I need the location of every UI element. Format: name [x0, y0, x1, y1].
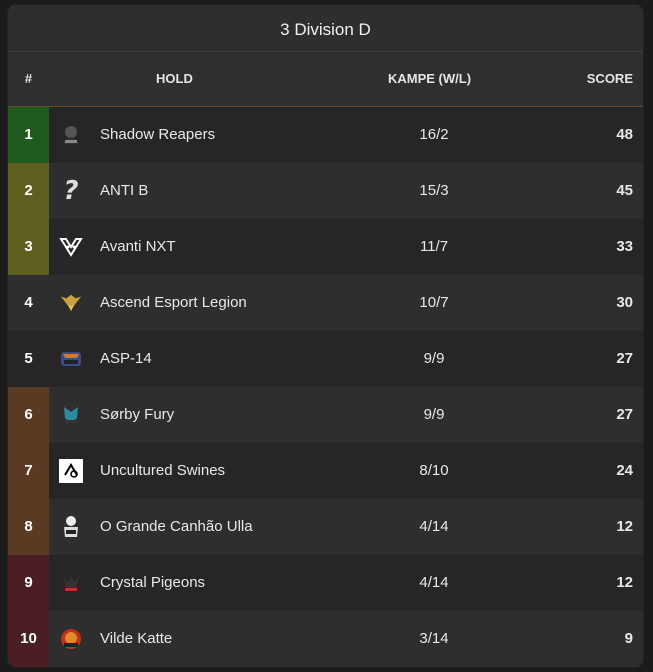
crystal-pigeons-logo-icon	[59, 571, 83, 595]
team-name[interactable]: Avanti NXT	[100, 238, 176, 255]
rank-cell: 8	[8, 499, 49, 555]
games-record: 8/10	[419, 462, 449, 479]
swines-logo-icon	[59, 459, 83, 483]
score-cell: 24	[616, 462, 633, 479]
table-row: 2? ANTI B 15/3 45	[8, 163, 643, 219]
header-games: KAMPE (W/L)	[388, 71, 472, 86]
team-name[interactable]: Ascend Esport Legion	[100, 294, 247, 311]
rank-cell: 4	[24, 294, 33, 311]
header-score: SCORE	[586, 71, 633, 86]
question-mark-icon: ?	[63, 176, 79, 206]
avanti-logo-icon	[59, 235, 83, 259]
table-row: 3 Avanti NXT 11/7 33	[8, 219, 643, 275]
games-record: 4/14	[419, 518, 449, 535]
vilde-katte-logo-icon	[59, 627, 83, 651]
ascend-wings-icon	[59, 291, 83, 315]
games-record: 11/7	[419, 238, 449, 255]
games-record: 3/14	[419, 630, 449, 647]
table-row: 8 O Grande Canhão Ulla 4/14 12	[8, 499, 643, 555]
team-name[interactable]: ASP-14	[100, 350, 152, 367]
team-name[interactable]: Uncultured Swines	[100, 462, 226, 479]
rank-cell: 10	[8, 611, 49, 667]
games-record: 4/14	[419, 574, 449, 591]
table-row: 1 Shadow Reapers 16/2 48	[8, 107, 643, 163]
team-name[interactable]: Crystal Pigeons	[100, 574, 206, 591]
table-row: 10 Vilde Katte 3/14 9	[8, 611, 643, 667]
score-cell: 45	[616, 182, 633, 199]
team-name[interactable]: O Grande Canhão Ulla	[100, 518, 253, 535]
rank-cell: 5	[24, 350, 33, 367]
standings-panel: 3 Division D # HOLD KAMPE (W/L) SCORE 1 S…	[8, 5, 643, 667]
rank-cell: 6	[8, 387, 49, 443]
score-cell: 30	[616, 294, 633, 311]
games-record: 9/9	[423, 406, 445, 423]
header-team: HOLD	[156, 71, 193, 86]
standings-rows: 1 Shadow Reapers 16/2 48 2? ANTI B 15/3 45 3 Avan…	[8, 107, 643, 667]
games-record: 16/2	[419, 126, 449, 143]
games-record: 9/9	[423, 350, 445, 367]
score-cell: 12	[616, 518, 633, 535]
team-name[interactable]: Vilde Katte	[100, 630, 173, 647]
header-rank: #	[24, 71, 33, 86]
division-title: 3 Division D	[8, 5, 643, 52]
rank-cell: 2	[8, 163, 49, 219]
table-row: 9 Crystal Pigeons 4/14 12	[8, 555, 643, 611]
team-name[interactable]: Sørby Fury	[100, 406, 175, 423]
asp14-logo-icon	[59, 347, 83, 371]
team-name[interactable]: Shadow Reapers	[100, 126, 216, 143]
table-row: 7 Uncultured Swines 8/10 24	[8, 443, 643, 499]
games-record: 15/3	[419, 182, 449, 199]
table-header: # HOLD KAMPE (W/L) SCORE	[8, 52, 643, 107]
team-name[interactable]: ANTI B	[100, 182, 149, 199]
games-record: 10/7	[419, 294, 449, 311]
ulla-logo-icon	[59, 515, 83, 539]
score-cell: 48	[616, 126, 633, 143]
table-row: 4 Ascend Esport Legion 10/7 30	[8, 275, 643, 331]
table-row: 6 Sørby Fury 9/9 27	[8, 387, 643, 443]
score-cell: 9	[624, 630, 633, 647]
rank-cell: 7	[8, 443, 49, 499]
rank-cell: 1	[8, 107, 49, 163]
score-cell: 12	[616, 574, 633, 591]
rank-cell: 9	[8, 555, 49, 611]
score-cell: 27	[616, 350, 633, 367]
sorby-fury-logo-icon	[59, 403, 83, 427]
score-cell: 27	[616, 406, 633, 423]
rank-cell: 3	[8, 219, 49, 275]
table-row: 5 ASP-14 9/9 27	[8, 331, 643, 387]
reaper-logo-icon	[59, 123, 83, 147]
score-cell: 33	[616, 238, 633, 255]
